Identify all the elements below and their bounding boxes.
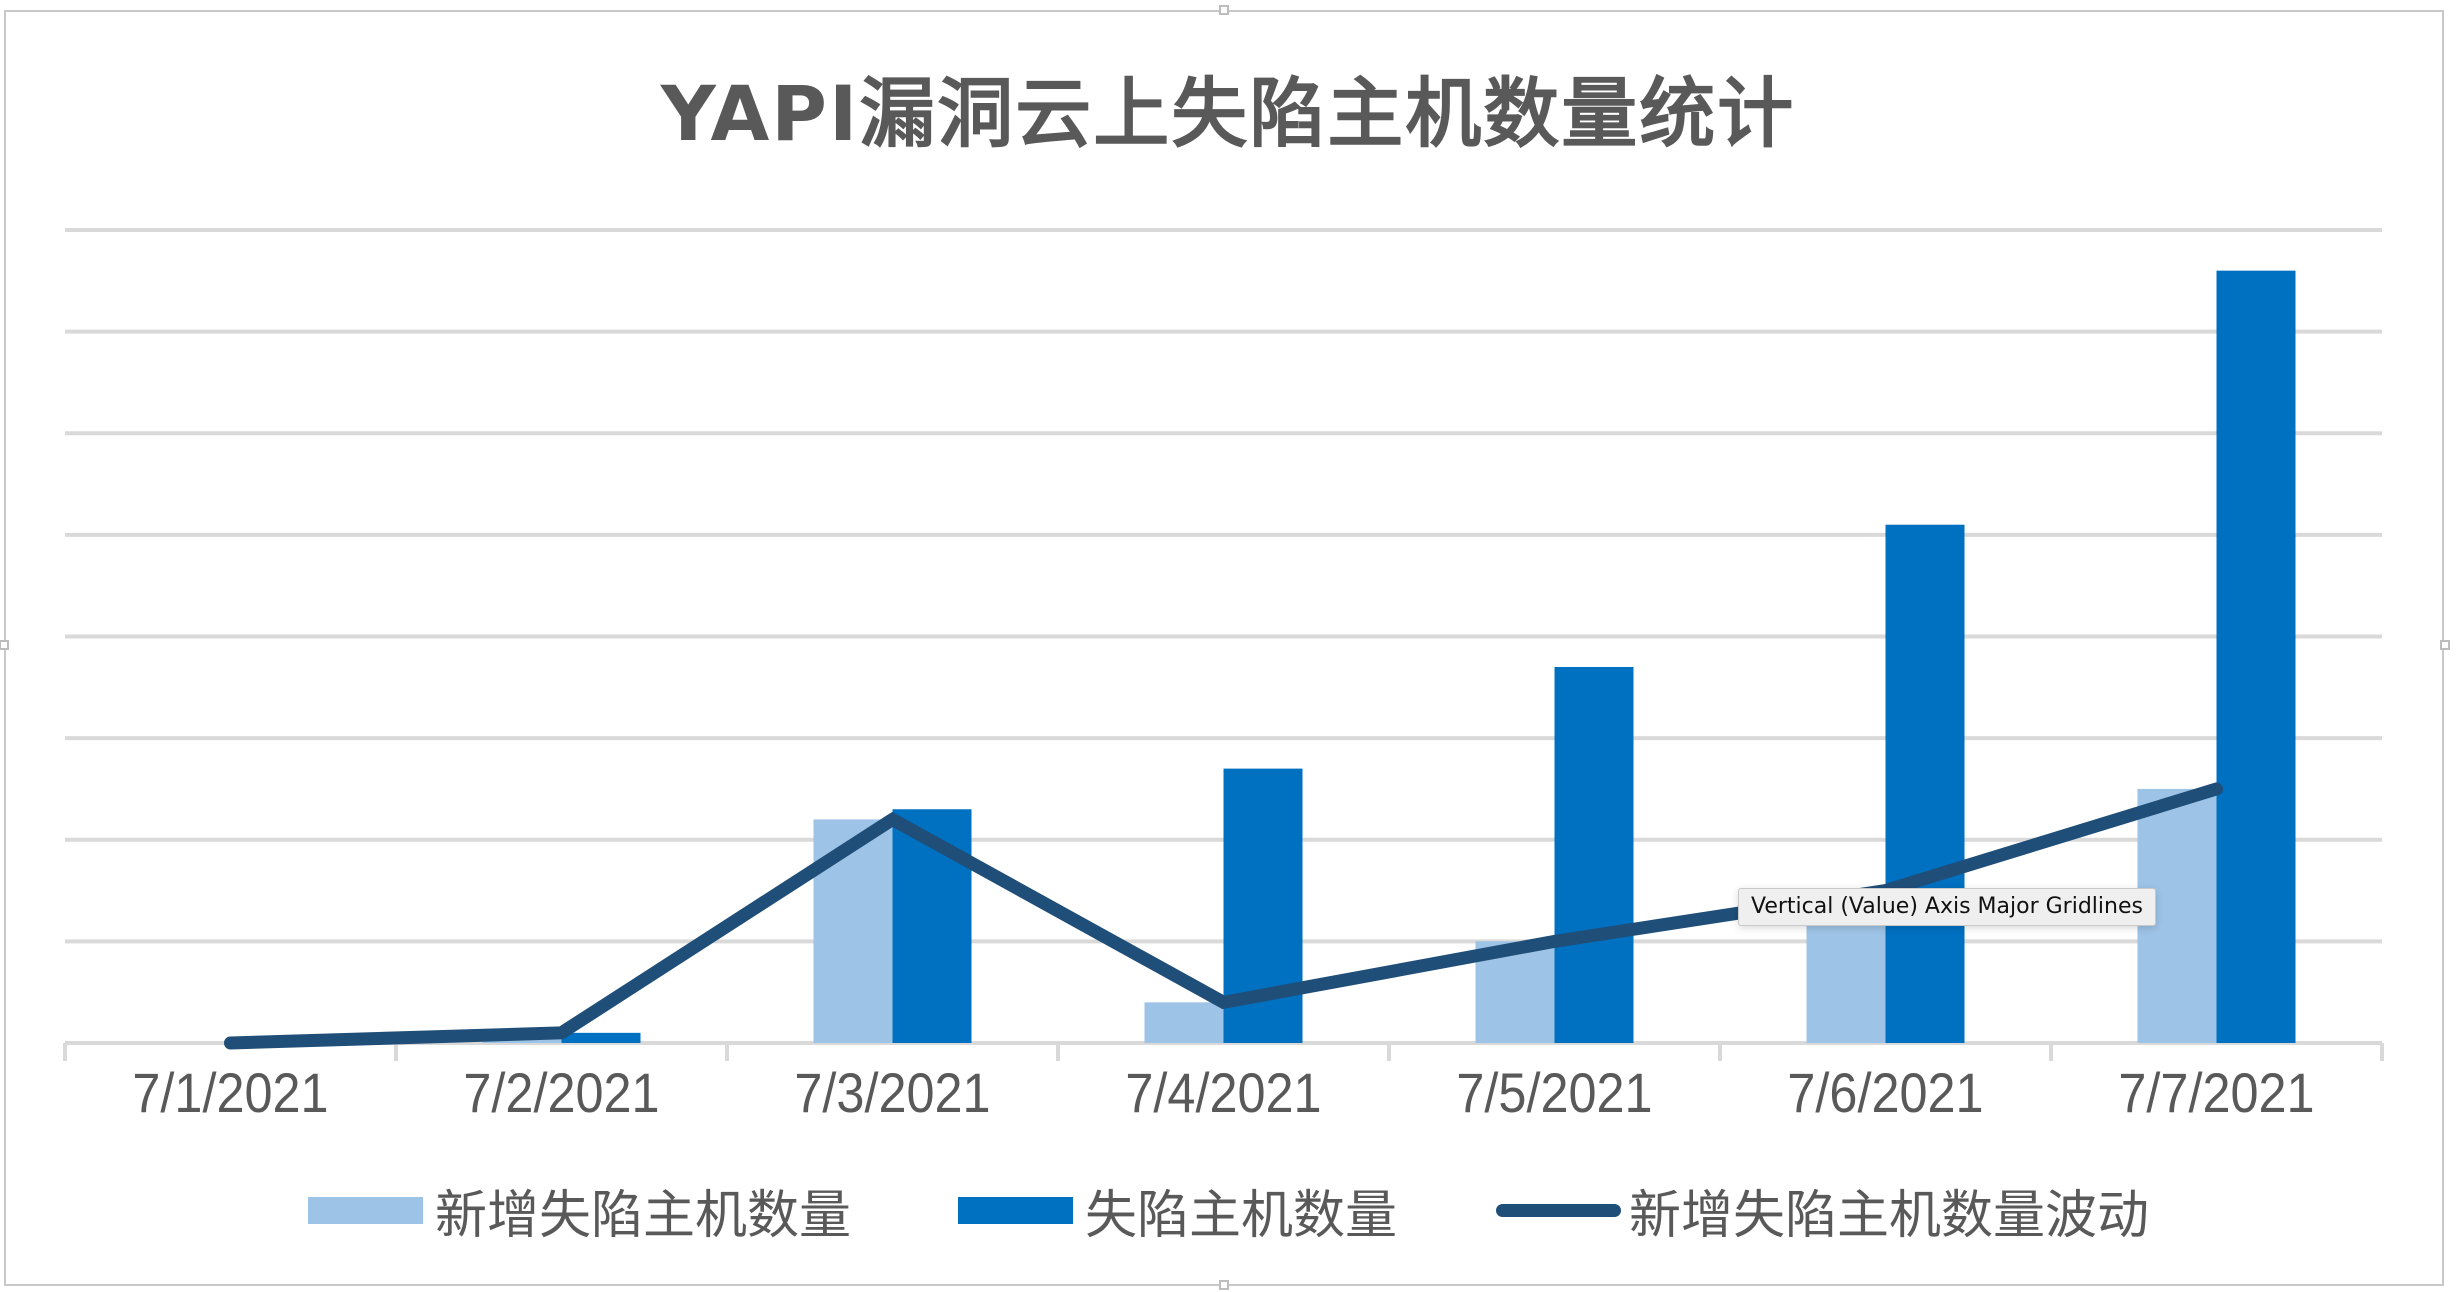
bar-new-compromised[interactable] (1144, 1002, 1224, 1043)
bar-total-compromised[interactable] (1885, 524, 1965, 1043)
legend-label: 失陷主机数量 (1085, 1185, 1398, 1246)
resize-handle-right[interactable] (2440, 640, 2450, 650)
x-axis-label: 7/7/2021 (2118, 1061, 2315, 1124)
legend-swatch-light-blue-icon (308, 1196, 423, 1224)
legend-label: 新增失陷主机数量波动 (1629, 1185, 2150, 1246)
x-axis-label: 7/1/2021 (132, 1061, 329, 1124)
resize-handle-top[interactable] (1219, 5, 1229, 15)
chart-title[interactable]: YAPI漏洞云上失陷主机数量统计 (660, 69, 1796, 158)
legend-swatch-blue-icon (958, 1196, 1073, 1224)
tooltip: Vertical (Value) Axis Major Gridlines (1738, 888, 2156, 926)
horizontal-axis[interactable] (63, 1041, 2384, 1061)
bar-new-compromised[interactable] (813, 819, 893, 1043)
x-axis-label: 7/6/2021 (1787, 1061, 1984, 1124)
legend[interactable]: 新增失陷主机数量 失陷主机数量 新增失陷主机数量波动 (0, 1175, 2456, 1246)
resize-handle-left[interactable] (0, 640, 9, 650)
legend-label: 新增失陷主机数量 (435, 1185, 852, 1246)
bar-total-compromised[interactable] (1554, 666, 1634, 1043)
bar-total-compromised[interactable] (561, 1032, 641, 1043)
legend-item-new-compromised[interactable]: 新增失陷主机数量 (308, 1175, 852, 1246)
x-axis-label: 7/5/2021 (1456, 1061, 1653, 1124)
x-axis-label: 7/2/2021 (463, 1061, 660, 1124)
bar-total-compromised[interactable] (2216, 270, 2296, 1043)
resize-handle-bottom[interactable] (1219, 1280, 1229, 1290)
legend-line-icon (1496, 1203, 1621, 1217)
x-axis-label: 7/3/2021 (794, 1061, 991, 1124)
legend-item-trend-line[interactable]: 新增失陷主机数量波动 (1496, 1175, 2150, 1246)
legend-item-total-compromised[interactable]: 失陷主机数量 (958, 1175, 1398, 1246)
x-axis-label: 7/4/2021 (1125, 1061, 1322, 1124)
